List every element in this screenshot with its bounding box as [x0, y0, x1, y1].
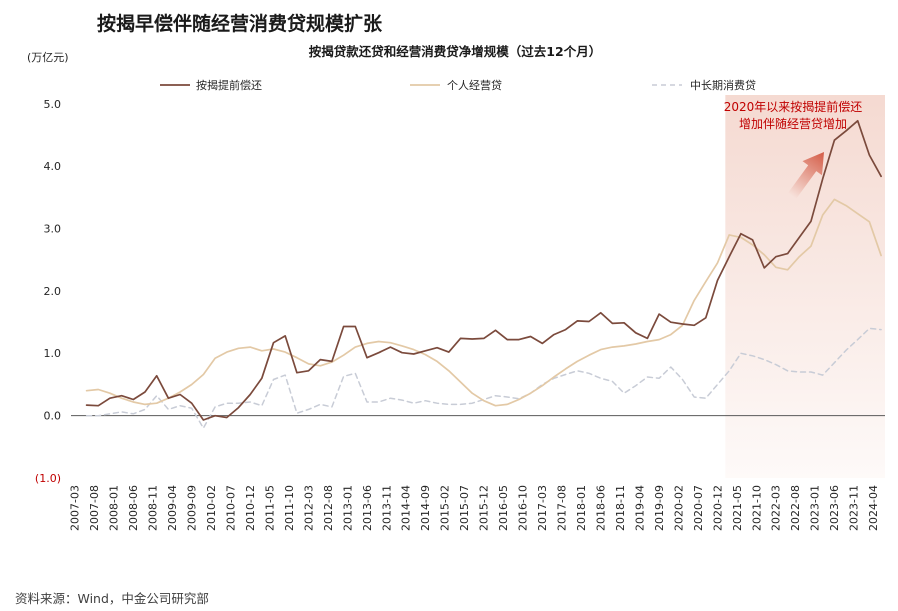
series-line-consumer-loans — [85, 327, 882, 429]
x-tick-label: 2024-04 — [867, 485, 880, 531]
series-line-personal-business-loans — [85, 198, 882, 407]
x-tick-label: 2023-11 — [848, 485, 861, 531]
x-tick-label: 2018-01 — [575, 485, 588, 531]
x-tick-label: 2012-03 — [302, 485, 315, 531]
y-tick-label: 4.0 — [44, 160, 62, 173]
x-tick-label: 2008-11 — [147, 485, 160, 531]
source-note: 资料来源：Wind，中金公司研究部 — [15, 591, 209, 606]
x-tick-label: 2017-08 — [556, 485, 569, 531]
x-tick-label: 2011-10 — [283, 485, 296, 531]
axes: 5.0 4.0 3.0 2.0 1.0 0.0 (1.0) 2007-03 2007-08 200… — [35, 98, 885, 531]
y-tick-label: 5.0 — [44, 98, 62, 111]
x-tick-label: 2021-05 — [731, 485, 744, 531]
x-tick-label: 2020-02 — [672, 485, 685, 531]
x-tick-label: 2013-11 — [380, 485, 393, 531]
x-tick-label: 2014-04 — [400, 485, 413, 531]
x-tick-label: 2016-10 — [517, 485, 530, 531]
highlight-layer — [725, 95, 885, 478]
legend-label-mortgage-prepayment: 按揭提前偿还 — [196, 78, 262, 92]
y-tick-label: 2.0 — [44, 285, 62, 298]
y-tick-label: 3.0 — [44, 223, 62, 236]
annotation-arrow-icon — [787, 152, 824, 199]
x-tick-label: 2019-09 — [653, 485, 666, 531]
legend-entry-consumer-loans: 中长期消费贷 — [652, 78, 756, 92]
y-tick-label: 0.0 — [44, 410, 62, 423]
x-tick-label: 2014-09 — [419, 485, 432, 531]
x-tick-label: 2019-04 — [633, 485, 646, 531]
x-tick-label: 2023-01 — [809, 485, 822, 531]
x-tick-label: 2023-06 — [828, 485, 841, 531]
x-tick-label: 2017-03 — [536, 485, 549, 531]
x-tick-label: 2022-03 — [770, 485, 783, 531]
series-line-mortgage-prepayment — [85, 119, 882, 421]
x-tick-label: 2013-01 — [341, 485, 354, 531]
x-tick-label: 2008-06 — [127, 485, 140, 531]
x-tick-label: 2015-07 — [458, 485, 471, 531]
x-tick-label: 2018-11 — [614, 485, 627, 531]
annotation-line-1: 2020年以来按揭提前偿还 — [724, 99, 863, 114]
x-tick-label: 2018-06 — [595, 485, 608, 531]
x-tick-label: 2008-01 — [108, 485, 121, 531]
chart-title: 按揭贷款还贷和经营消费贷净增规模（过去12个月） — [309, 44, 601, 59]
x-tick-label: 2015-12 — [478, 485, 491, 531]
x-tick-label: 2012-08 — [322, 485, 335, 531]
x-tick-label: 2010-02 — [205, 485, 218, 531]
x-tick-label: 2021-10 — [750, 485, 763, 531]
highlight-region — [725, 95, 885, 478]
y-tick-label: (1.0) — [35, 472, 61, 485]
annotation-line-2: 增加伴随经营贷增加 — [739, 116, 847, 131]
legend-entry-mortgage-prepayment: 按揭提前偿还 — [160, 78, 262, 92]
x-tick-label: 2009-09 — [186, 485, 199, 531]
x-tick-label: 2020-12 — [711, 485, 724, 531]
x-tick-label: 2007-08 — [88, 485, 101, 531]
x-tick-label: 2022-08 — [789, 485, 802, 531]
x-tick-label: 2007-03 — [69, 485, 82, 531]
y-axis-unit-label: (万亿元) — [27, 51, 69, 64]
x-tick-label: 2020-07 — [692, 485, 705, 531]
x-tick-label: 2010-07 — [225, 485, 238, 531]
x-tick-label: 2013-06 — [361, 485, 374, 531]
x-tick-label: 2011-05 — [263, 485, 276, 531]
legend-entry-personal-business-loans: 个人经营贷 — [410, 78, 502, 92]
legend: 按揭提前偿还 个人经营贷 中长期消费贷 — [160, 78, 756, 92]
series-lines — [85, 119, 882, 429]
x-tick-label: 2009-04 — [166, 485, 179, 531]
x-tick-label: 2016-05 — [497, 485, 510, 531]
annotation: 2020年以来按揭提前偿还 增加伴随经营贷增加 — [724, 99, 863, 131]
legend-label-personal-business-loans: 个人经营贷 — [447, 78, 502, 92]
page-title: 按揭早偿伴随经营消费贷规模扩张 — [97, 12, 383, 35]
y-tick-label: 1.0 — [44, 347, 62, 360]
x-tick-label: 2015-02 — [439, 485, 452, 531]
legend-label-consumer-loans: 中长期消费贷 — [690, 78, 756, 92]
x-tick-label: 2010-12 — [244, 485, 257, 531]
